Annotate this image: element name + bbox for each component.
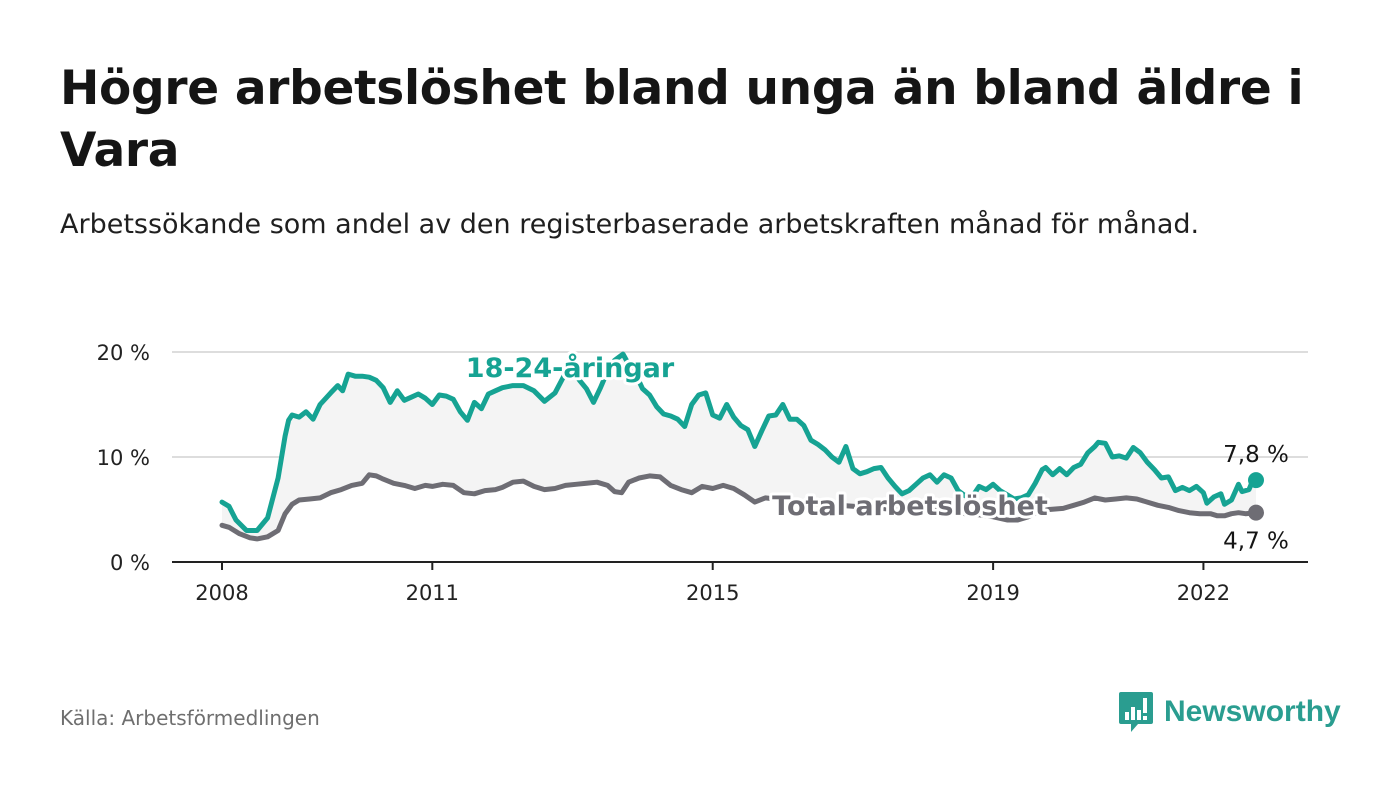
x-tick-label: 2019 — [966, 581, 1019, 605]
chart-subtitle: Arbetssökande som andel av den registerb… — [60, 209, 1200, 240]
youth-end-dot — [1248, 472, 1264, 489]
chart-title: Högre arbetslöshet bland unga än bland ä… — [60, 61, 1304, 178]
gap-band — [222, 354, 1256, 539]
newsworthy-logo-icon — [1119, 692, 1153, 732]
newsworthy-brand[interactable]: Newsworthy — [1118, 690, 1341, 734]
total-unemployment-line — [219, 472, 1259, 542]
total-end-value-label: 4,7 % — [1223, 529, 1289, 555]
youth-end-value-label: 7,8 % — [1223, 442, 1289, 468]
youth-unemployment-line — [219, 351, 1259, 533]
brand-name: Newsworthy — [1164, 695, 1341, 728]
line-chart: 0 % 10 % 20 % 2008 2011 2015 2019 2022 18-24-åri… — [97, 341, 1308, 605]
x-tick-label: 2022 — [1177, 581, 1230, 605]
total-end-dot — [1248, 504, 1264, 521]
youth-series-label: 18-24-åringar — [466, 352, 675, 384]
y-tick-label: 10 % — [97, 446, 150, 470]
x-tick-label: 2015 — [686, 581, 739, 605]
x-tick-label: 2008 — [195, 581, 248, 605]
y-tick-label: 0 % — [110, 551, 150, 575]
total-series-label: Total arbetslöshet — [772, 491, 1048, 522]
source-note: Källa: Arbetsförmedlingen — [60, 706, 320, 730]
x-tick-label: 2011 — [406, 581, 459, 605]
y-tick-label: 20 % — [97, 341, 150, 365]
